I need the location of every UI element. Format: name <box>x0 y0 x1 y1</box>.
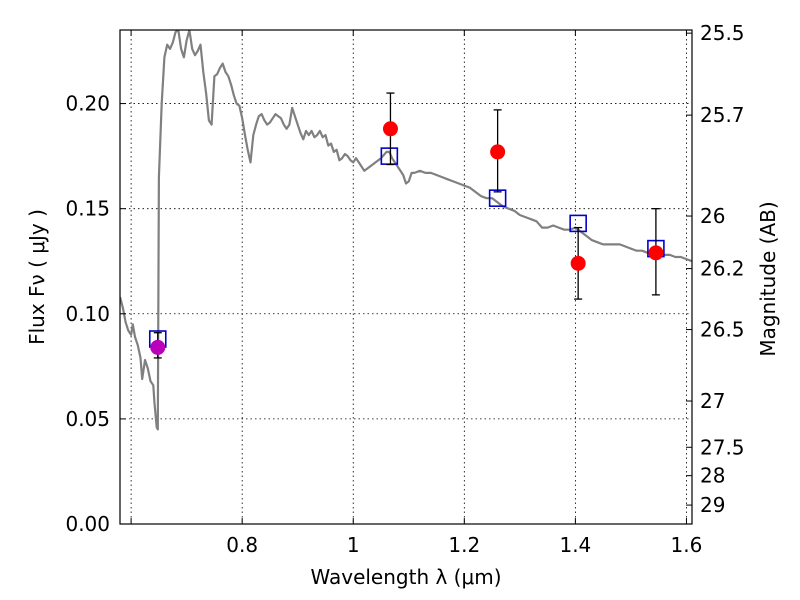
y-tick-label: 0.15 <box>65 197 110 221</box>
y-axis-title: Flux Fν ( μJy ) <box>25 209 49 345</box>
observed-point <box>382 121 398 137</box>
x-tick-label: 1.6 <box>671 533 703 557</box>
ticks <box>120 30 692 525</box>
sed-model-curve <box>120 30 692 431</box>
marker-layer <box>148 92 665 359</box>
observed-point <box>490 144 506 160</box>
x-axis-title: Wavelength λ (μm) <box>310 565 501 589</box>
right-tick-label: 27 <box>700 389 725 413</box>
right-tick-label: 25.5 <box>700 21 745 45</box>
right-tick-label: 28 <box>700 464 725 488</box>
x-tick-label: 0.8 <box>226 533 258 557</box>
right-tick-label: 27.5 <box>700 435 745 459</box>
right-tick-label: 26 <box>700 204 725 228</box>
right-tick-label: 29 <box>700 493 725 517</box>
right-tick-label: 25.7 <box>700 103 745 127</box>
observed-point <box>648 245 664 261</box>
right-tick-label: 26.2 <box>700 257 745 281</box>
observed-point <box>570 255 586 271</box>
tick-labels: 0.8 1 1.2 1.4 1.6 0.00 0.05 0.10 0.15 0.20 25.5 25.… <box>65 21 744 557</box>
sed-curve-layer <box>120 30 692 431</box>
right-tick-label: 26.5 <box>700 318 745 342</box>
plot-frame <box>119 29 693 525</box>
y-tick-label: 0.10 <box>65 302 110 326</box>
y-tick-label: 0.00 <box>65 512 110 536</box>
x-tick-label: 1.2 <box>448 533 480 557</box>
x-tick-label: 1 <box>347 533 360 557</box>
x-tick-label: 1.4 <box>559 533 591 557</box>
observed-point <box>150 339 166 355</box>
right-axis-title: Magnitude (AB) <box>756 201 780 356</box>
y-tick-label: 0.20 <box>65 92 110 116</box>
y-tick-label: 0.05 <box>65 407 110 431</box>
